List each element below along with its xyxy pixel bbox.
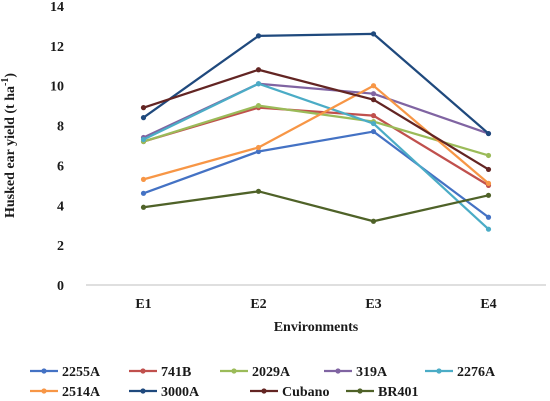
y-tick-label: 0 <box>57 279 64 294</box>
legend-swatch-marker <box>436 368 442 374</box>
data-point <box>485 214 492 220</box>
data-point <box>255 144 262 151</box>
legend-label: BR401 <box>378 385 418 400</box>
data-point <box>140 105 147 111</box>
legend-label: 2514A <box>62 385 101 400</box>
data-point <box>140 176 147 182</box>
data-point <box>485 130 492 137</box>
data-point <box>370 120 377 127</box>
legend-swatch-marker <box>140 388 146 394</box>
legend-item: 741B <box>129 365 191 380</box>
series-line <box>143 104 489 157</box>
data-point <box>255 103 262 109</box>
x-tick-label: E3 <box>365 297 381 312</box>
y-axis-title: Husked ear yield (t ha-1) <box>0 73 18 218</box>
legend-swatch-marker <box>231 368 237 374</box>
legend-label: 319A <box>356 365 388 380</box>
y-tick-label: 8 <box>57 120 64 135</box>
y-tick-label: 12 <box>50 40 64 55</box>
data-point <box>370 128 377 135</box>
legend-swatch-marker <box>357 388 363 394</box>
data-point <box>140 190 147 196</box>
data-point <box>485 192 492 198</box>
legend-label: 2029A <box>252 365 291 380</box>
data-point <box>255 33 262 39</box>
series-line <box>143 130 490 219</box>
series-3000a <box>140 31 492 137</box>
data-point <box>370 97 377 103</box>
series-2255a <box>140 128 492 220</box>
series-line <box>143 68 490 171</box>
data-point <box>140 136 147 143</box>
x-tick-labels: E1 E2 E3 E4 <box>135 297 496 312</box>
legend-swatch-marker <box>335 368 341 374</box>
legend-swatch-marker <box>261 388 267 394</box>
legend-item: 3000A <box>129 385 200 400</box>
data-point <box>255 67 262 73</box>
data-point <box>370 218 377 224</box>
y-tick-label: 14 <box>50 0 64 15</box>
data-point <box>255 188 262 194</box>
legend-label: 2276A <box>457 365 496 380</box>
legend-swatch-marker <box>140 368 146 374</box>
y-tick-label: 4 <box>57 199 64 214</box>
legend-label: 741B <box>161 365 191 380</box>
legend-swatch-marker <box>41 388 47 394</box>
y-tick-label: 2 <box>57 239 64 254</box>
series-line <box>143 82 490 231</box>
data-point <box>140 115 147 121</box>
data-point <box>485 180 492 186</box>
legend-label: 3000A <box>161 385 200 400</box>
series-cubano <box>140 67 492 173</box>
x-tick-label: E1 <box>135 297 151 312</box>
data-point <box>485 166 492 173</box>
legend-item: 2276A <box>425 365 496 380</box>
x-tick-label: E4 <box>480 297 496 312</box>
data-point <box>370 113 377 119</box>
legend-item: BR401 <box>346 385 418 400</box>
y-tick-labels: 0 2 4 6 8 10 12 14 <box>50 0 64 294</box>
series-line <box>142 32 490 135</box>
data-point <box>370 31 377 37</box>
x-tick-label: E2 <box>250 297 266 312</box>
y-axis-title-close: ) <box>3 73 18 78</box>
legend-item: 2029A <box>220 365 291 380</box>
legend-item: 319A <box>324 365 388 380</box>
data-point <box>255 81 262 87</box>
x-axis-title: Environments <box>274 320 359 335</box>
series-lines <box>140 31 492 232</box>
y-tick-label: 6 <box>57 159 64 174</box>
series-2276a <box>140 81 492 232</box>
legend-item: 2514A <box>30 385 101 400</box>
legend-item: 2255A <box>30 365 101 380</box>
data-point <box>485 226 492 232</box>
y-axis-title-superscript: -1 <box>0 78 11 86</box>
data-point <box>140 204 147 210</box>
legend-swatch-marker <box>41 368 47 374</box>
legend-item: Cubano <box>250 385 329 400</box>
series-line <box>143 84 490 185</box>
y-tick-label: 10 <box>50 80 64 95</box>
legend: 2255A 741B 2029A 319A 2276A 2514A 3000A Cubano B… <box>30 365 496 400</box>
data-point <box>370 91 377 97</box>
data-point <box>485 152 492 159</box>
legend-label: Cubano <box>282 385 329 400</box>
series-line <box>143 190 489 223</box>
series-br401 <box>140 188 492 224</box>
y-axis-title-main: Husked ear yield (t ha <box>3 86 18 218</box>
legend-label: 2255A <box>62 365 101 380</box>
data-point <box>255 148 262 155</box>
series-2514a <box>140 83 492 186</box>
data-point <box>370 83 377 89</box>
